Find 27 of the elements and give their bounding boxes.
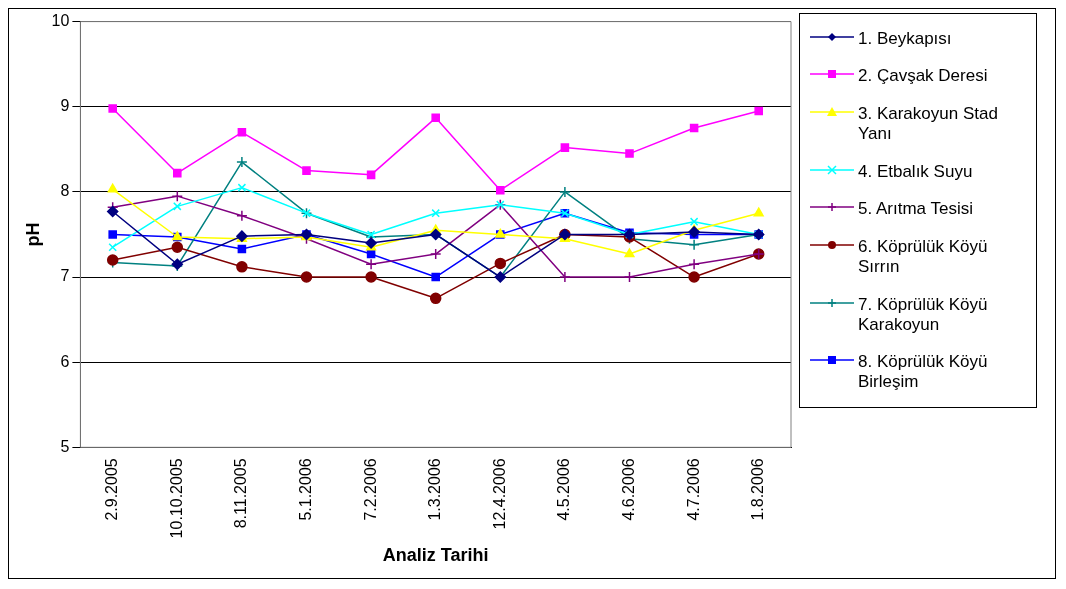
legend-label: 4. Etbalık Suyu [858,161,973,182]
x-tick-label: 7.2.2006 [361,458,379,521]
x-tick-label: 10.10.2005 [167,458,185,539]
legend-label: 1. Beykapısı [858,28,952,49]
x-tick-label: 8.11.2005 [232,458,250,529]
y-tick-label: 5 [60,437,70,455]
legend-label: 7. Köprülük Köyü Karakoyun [858,294,989,335]
y-tick-label: 8 [60,182,70,200]
x-tick-label: 12.4.2006 [490,458,508,530]
legend-label: 2. Çavşak Deresi [858,66,988,87]
x-tick-label: 4.5.2006 [555,458,573,521]
legend-label: 3. Karakoyun Stad Yanı [858,104,999,145]
x-tick-label: 1.8.2006 [749,458,767,521]
y-tick-label: 10 [51,12,70,30]
x-tick-label: 4.7.2006 [684,458,702,521]
y-tick-label: 9 [60,97,70,115]
x-tick-label: 4.6.2006 [619,458,637,521]
legend-label: 8. Köprülük Köyü Birleşim [858,352,989,393]
legend-label: 6. Köprülük Köyü Sırrın [858,236,989,277]
x-tick-label: 5.1.2006 [296,458,314,521]
y-tick-label: 6 [60,352,70,370]
x-tick-label: 2.9.2005 [103,458,121,521]
y-tick-label: 7 [60,267,70,285]
x-axis-title: Analiz Tarihi [382,545,489,566]
x-tick-label: 1.3.2006 [426,458,444,521]
legend-label: 5. Arıtma Tesisi [858,199,973,220]
y-axis-title: pH [22,222,43,247]
